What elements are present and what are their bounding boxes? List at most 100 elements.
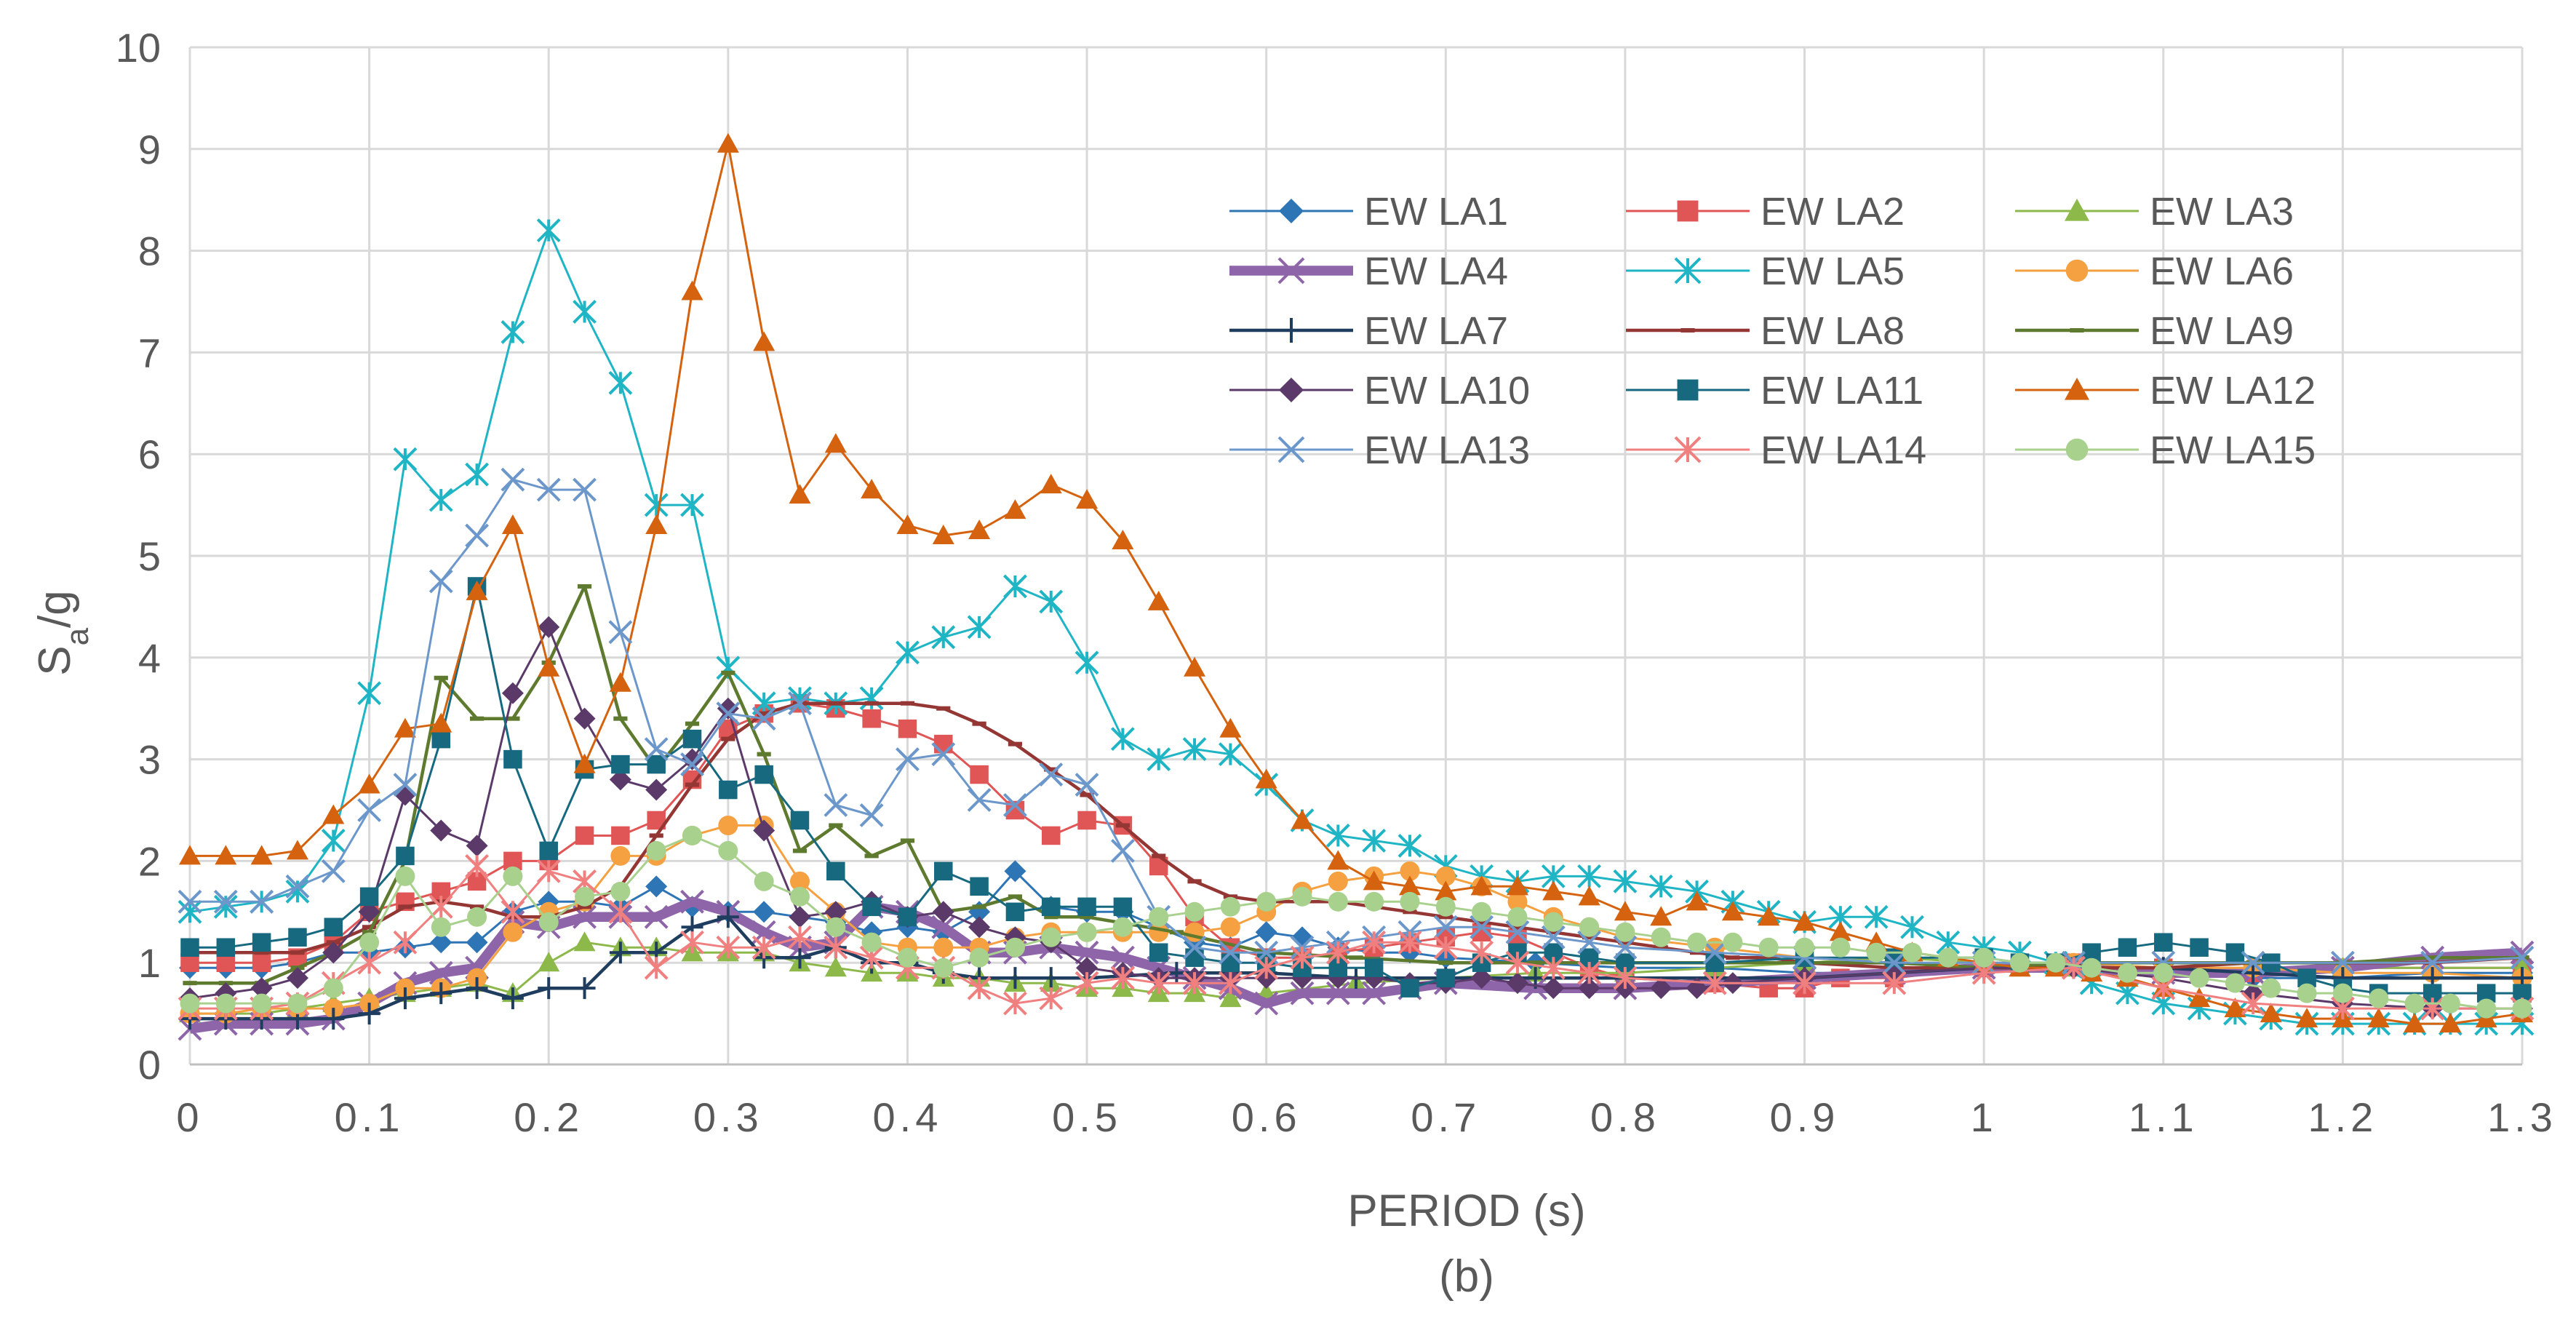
data-point [610, 881, 631, 901]
data-point [573, 707, 596, 730]
legend-label: EW LA8 [1760, 309, 1905, 353]
data-point [1044, 915, 1058, 920]
data-point [1074, 971, 1099, 995]
data-point [538, 656, 560, 677]
data-point [183, 981, 197, 986]
data-point [2224, 998, 2246, 1018]
data-point [1648, 874, 1673, 899]
data-point [1328, 891, 1348, 912]
y-axis-title-subscript: a [60, 627, 95, 645]
data-point [393, 447, 418, 471]
x-tick-label: 1 [1971, 1094, 1998, 1140]
data-point [1864, 904, 1889, 929]
data-point [465, 523, 489, 548]
legend-item: EW LA12 [2015, 369, 2316, 413]
data-point [2330, 950, 2355, 975]
data-point [645, 779, 668, 801]
legend-item: EW LA5 [1626, 250, 1905, 293]
data-point [2261, 978, 2281, 998]
data-point [1882, 950, 1907, 975]
data-point [1110, 965, 1135, 990]
data-point [358, 901, 380, 923]
data-point [357, 681, 382, 706]
data-point [2225, 943, 2245, 962]
data-point [215, 845, 237, 865]
data-point [826, 861, 845, 881]
legend-marker [1279, 199, 1304, 223]
data-point [1541, 955, 1566, 980]
data-point [178, 889, 202, 914]
y-tick-label: 6 [138, 431, 161, 477]
data-point [1008, 894, 1023, 899]
data-point [896, 514, 919, 535]
legend-marker [2065, 259, 2089, 282]
data-point [1290, 945, 1315, 970]
legend-item: EW LA6 [2015, 250, 2294, 293]
data-point [861, 932, 882, 952]
data-point [1325, 824, 1350, 848]
data-point [1542, 977, 1565, 1000]
y-tick-label: 2 [138, 838, 161, 884]
legend-item: EW LA1 [1229, 190, 1508, 234]
data-point [824, 957, 847, 977]
data-point [2510, 940, 2535, 965]
legend-item: EW LA2 [1626, 190, 1905, 234]
series-line [189, 229, 2522, 1025]
data-point [609, 941, 631, 964]
data-point [1325, 940, 1350, 965]
data-point [467, 907, 487, 927]
data-point [789, 871, 810, 891]
data-point [1254, 991, 1279, 1016]
data-point [934, 861, 953, 881]
data-point [1292, 886, 1312, 907]
data-point [434, 675, 448, 680]
data-point [359, 887, 379, 907]
data-point [753, 819, 775, 842]
data-point [2241, 950, 2265, 975]
data-point [2118, 938, 2137, 957]
data-point [1077, 922, 1097, 942]
legend-label: EW LA6 [2150, 250, 2294, 293]
data-point [394, 717, 416, 738]
data-point [716, 701, 741, 726]
data-point [1705, 953, 1724, 972]
data-point [824, 793, 848, 817]
data-point [324, 917, 343, 937]
data-point [1702, 940, 1727, 965]
data-point [826, 917, 846, 937]
legend-label: EW LA3 [2150, 190, 2294, 234]
data-point [718, 840, 738, 861]
y-tick-label: 7 [138, 330, 161, 375]
data-point [1077, 811, 1096, 830]
legend-marker [2065, 199, 2089, 221]
data-point [644, 955, 669, 980]
data-point [757, 711, 771, 716]
data-point [931, 742, 956, 767]
data-point [897, 947, 917, 968]
data-point [898, 719, 917, 738]
data-point [321, 829, 346, 853]
data-point [680, 493, 704, 517]
x-tick-label: 0 [176, 1094, 203, 1140]
data-point [1758, 906, 1780, 926]
data-point [1433, 935, 1458, 960]
data-point [538, 977, 560, 1000]
data-point [1613, 935, 1638, 960]
data-point [1542, 880, 1565, 901]
data-point [250, 845, 273, 865]
data-point [255, 950, 269, 955]
legend-item: EW LA4 [1229, 250, 1508, 293]
data-point [967, 615, 992, 640]
series-layer [178, 132, 2535, 1041]
data-point [1184, 656, 1206, 677]
data-point [611, 754, 630, 774]
data-point [362, 930, 377, 935]
x-tick-label: 1.1 [2129, 1094, 2198, 1140]
data-point [1185, 948, 1204, 967]
data-point [1830, 937, 1851, 957]
legend-marker [1277, 257, 1305, 284]
data-point [608, 899, 633, 924]
data-point [2190, 938, 2209, 957]
data-point [932, 525, 954, 545]
x-tick-label: 0.5 [1052, 1094, 1122, 1140]
